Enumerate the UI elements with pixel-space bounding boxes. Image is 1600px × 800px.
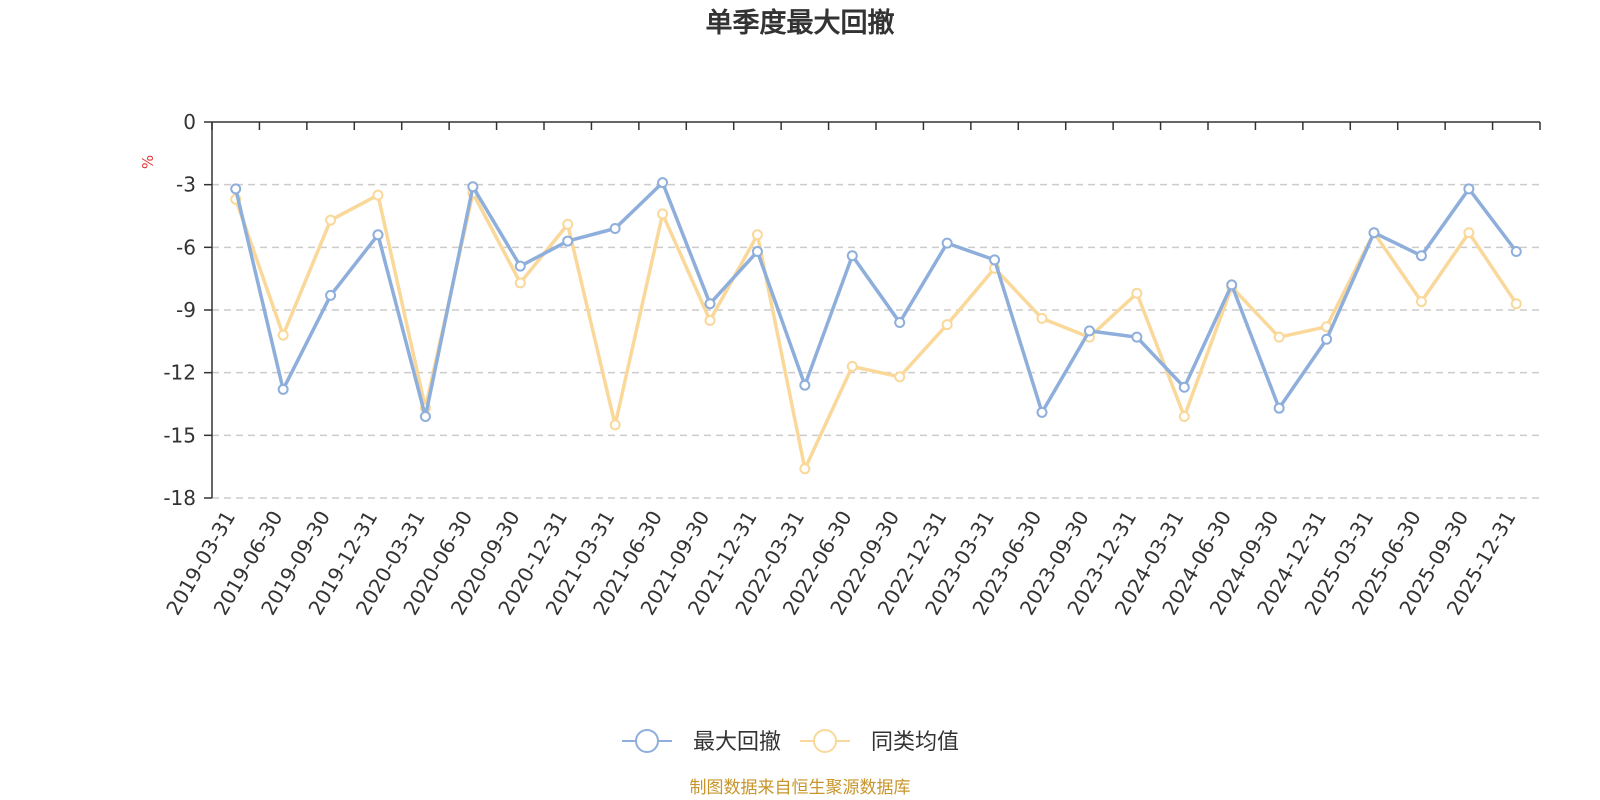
y-tick-label: -6 bbox=[176, 235, 196, 259]
data-point[interactable] bbox=[846, 250, 858, 262]
data-point[interactable] bbox=[1083, 325, 1095, 337]
legend-marker bbox=[813, 729, 837, 753]
data-point[interactable] bbox=[657, 208, 669, 220]
data-point[interactable] bbox=[894, 317, 906, 329]
data-point[interactable] bbox=[1178, 381, 1190, 393]
data-point[interactable] bbox=[1131, 287, 1143, 299]
y-tick-label: -15 bbox=[163, 423, 196, 447]
series-2 bbox=[230, 187, 1522, 475]
series-1 bbox=[230, 177, 1522, 423]
data-point[interactable] bbox=[894, 371, 906, 383]
data-point[interactable] bbox=[1368, 227, 1380, 239]
legend-marker bbox=[635, 729, 659, 753]
data-point[interactable] bbox=[1463, 227, 1475, 239]
data-point[interactable] bbox=[325, 214, 337, 226]
data-point[interactable] bbox=[1036, 312, 1048, 324]
legend-item-2[interactable]: 同类均值 bbox=[800, 729, 959, 755]
data-point[interactable] bbox=[562, 235, 574, 247]
data-point[interactable] bbox=[562, 218, 574, 230]
data-point[interactable] bbox=[609, 419, 621, 431]
data-point[interactable] bbox=[514, 277, 526, 289]
data-point[interactable] bbox=[1463, 183, 1475, 195]
legend-item-1[interactable]: 最大回撤 bbox=[622, 729, 781, 755]
data-point[interactable] bbox=[1131, 331, 1143, 343]
data-point[interactable] bbox=[751, 246, 763, 258]
data-point[interactable] bbox=[372, 189, 384, 201]
data-point[interactable] bbox=[657, 177, 669, 189]
y-tick-label: 0 bbox=[183, 110, 196, 134]
series-line bbox=[233, 180, 1518, 419]
y-tick-label: -9 bbox=[176, 298, 196, 322]
data-point[interactable] bbox=[989, 254, 1001, 266]
data-point[interactable] bbox=[325, 289, 337, 301]
data-point[interactable] bbox=[1415, 250, 1427, 262]
data-source-note: 制图数据来自恒生聚源数据库 bbox=[690, 778, 911, 798]
y-tick-label: -3 bbox=[176, 173, 196, 197]
data-point[interactable] bbox=[1321, 333, 1333, 345]
chart-title: 单季度最大回撤 bbox=[706, 7, 895, 39]
data-point[interactable] bbox=[704, 314, 716, 326]
data-point[interactable] bbox=[1510, 298, 1522, 310]
legend-label: 同类均值 bbox=[871, 730, 959, 755]
series-group bbox=[230, 177, 1522, 475]
y-tick-label: -18 bbox=[163, 486, 196, 510]
data-point[interactable] bbox=[1036, 406, 1048, 418]
data-point[interactable] bbox=[941, 237, 953, 249]
data-point[interactable] bbox=[751, 229, 763, 241]
data-point[interactable] bbox=[1510, 246, 1522, 258]
legend-label: 最大回撤 bbox=[693, 730, 781, 755]
data-point[interactable] bbox=[419, 411, 431, 423]
data-point[interactable] bbox=[1178, 411, 1190, 423]
data-point[interactable] bbox=[609, 223, 621, 235]
legend[interactable]: 最大回撤 同类均值 bbox=[622, 729, 959, 755]
data-point[interactable] bbox=[704, 298, 716, 310]
data-point[interactable] bbox=[277, 329, 289, 341]
data-point[interactable] bbox=[799, 379, 811, 391]
data-point[interactable] bbox=[1273, 402, 1285, 414]
data-point[interactable] bbox=[514, 260, 526, 272]
data-point[interactable] bbox=[230, 183, 242, 195]
data-point[interactable] bbox=[467, 181, 479, 193]
y-tick-label: -12 bbox=[163, 361, 196, 385]
data-point[interactable] bbox=[1273, 331, 1285, 343]
data-point[interactable] bbox=[799, 463, 811, 475]
data-point[interactable] bbox=[1415, 296, 1427, 308]
data-point[interactable] bbox=[941, 319, 953, 331]
data-point[interactable] bbox=[277, 383, 289, 395]
data-point[interactable] bbox=[372, 229, 384, 241]
data-point[interactable] bbox=[1226, 279, 1238, 291]
data-point[interactable] bbox=[846, 360, 858, 372]
y-axis-unit: % bbox=[139, 155, 157, 169]
